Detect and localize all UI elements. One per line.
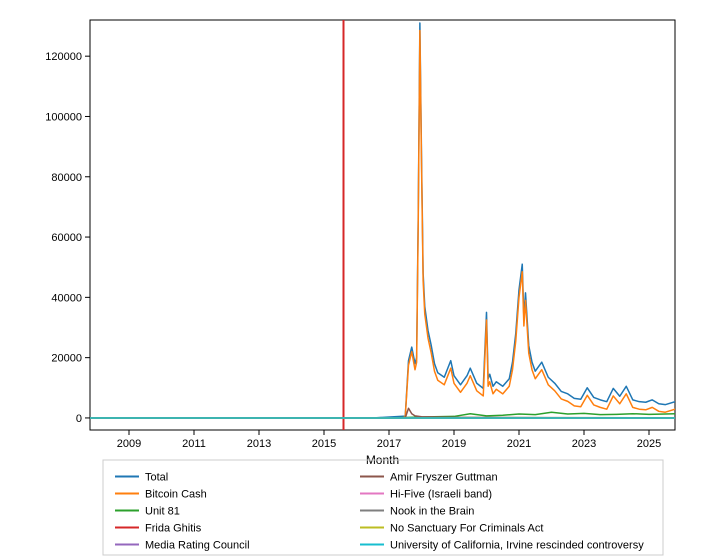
x-tick-label: 2009 bbox=[117, 438, 141, 450]
x-tick-label: 2019 bbox=[442, 438, 466, 450]
y-tick-label: 20000 bbox=[51, 353, 82, 365]
y-tick-label: 120000 bbox=[45, 51, 82, 63]
x-tick-label: 2025 bbox=[637, 438, 661, 450]
y-tick-label: 80000 bbox=[51, 172, 82, 184]
y-tick-label: 100000 bbox=[45, 111, 82, 123]
y-tick-label: 0 bbox=[76, 413, 82, 425]
x-tick-label: 2011 bbox=[182, 438, 206, 450]
legend-label: Hi-Five (Israeli band) bbox=[390, 489, 492, 501]
legend-label: No Sanctuary For Criminals Act bbox=[390, 523, 543, 535]
y-tick-label: 40000 bbox=[51, 292, 82, 304]
legend-label: Nook in the Brain bbox=[390, 506, 474, 518]
legend-label: Unit 81 bbox=[145, 506, 180, 518]
legend-label: Bitcoin Cash bbox=[145, 489, 207, 501]
y-tick-label: 60000 bbox=[51, 232, 82, 244]
legend-label: University of California, Irvine rescind… bbox=[390, 540, 644, 552]
legend-label: Total bbox=[145, 472, 168, 484]
legend-label: Frida Ghitis bbox=[145, 523, 202, 535]
x-tick-label: 2015 bbox=[312, 438, 336, 450]
legend-label: Media Rating Council bbox=[145, 540, 250, 552]
chart-bg bbox=[0, 0, 717, 557]
x-tick-label: 2013 bbox=[247, 438, 271, 450]
x-tick-label: 2017 bbox=[377, 438, 401, 450]
x-tick-label: 2021 bbox=[507, 438, 531, 450]
legend-label: Amir Fryszer Guttman bbox=[390, 472, 498, 484]
x-tick-label: 2023 bbox=[572, 438, 596, 450]
